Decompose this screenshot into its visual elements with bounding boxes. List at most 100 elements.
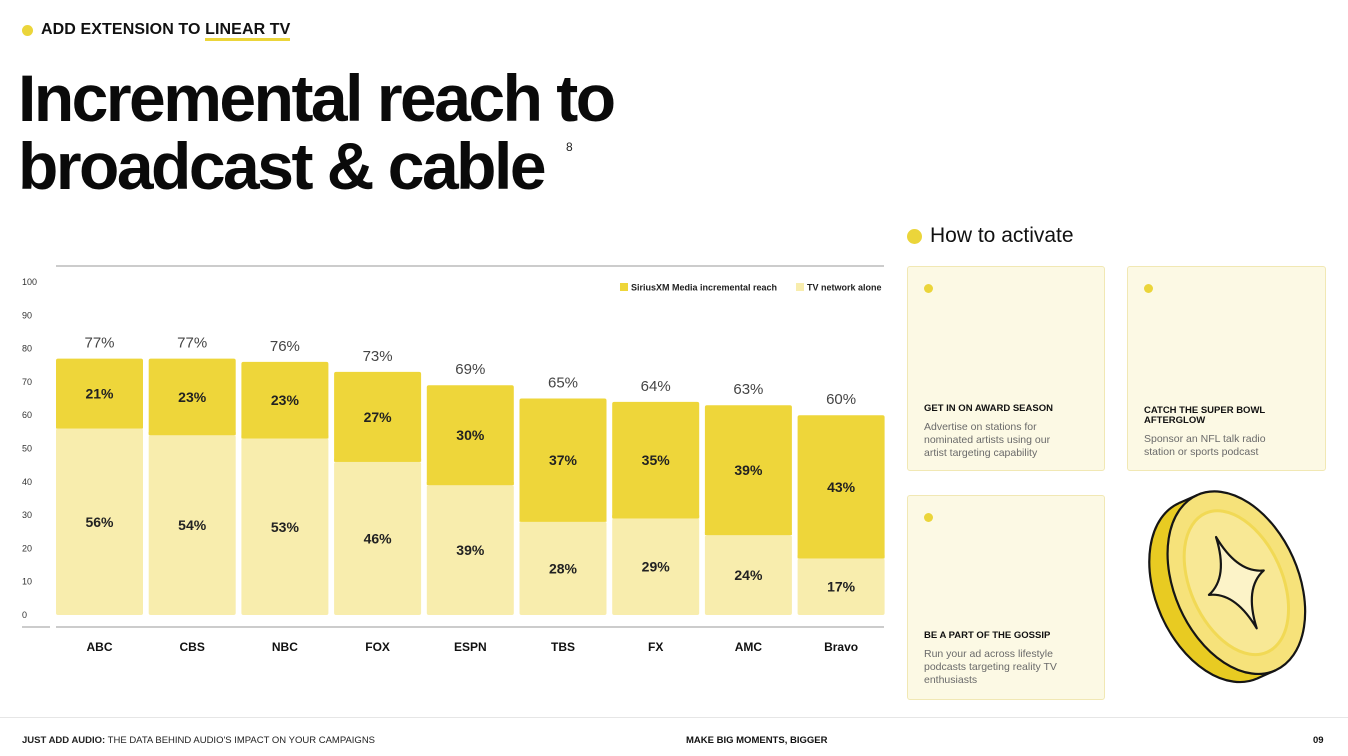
data-label-tv-network-alone: 53% [271,519,300,535]
kicker-text: ADD EXTENSION TO LINEAR TV [41,21,291,41]
card-title: BE A PART OF THE GOSSIP [924,630,1051,641]
y-tick-label: 0 [22,610,27,620]
activate-dot-icon [907,228,922,244]
bar-segment-incremental-reach [56,358,143,429]
bar-segment-incremental-reach [241,361,329,439]
bar-segment-incremental-reach-join [426,482,514,486]
bar-segment-incremental-reach-join [148,432,236,436]
data-label-tv-network-alone: 17% [827,579,856,595]
data-label-incremental-reach: 39% [734,462,763,478]
card-award-season: GET IN ON AWARD SEASON Advertise on stat… [907,266,1105,471]
section-kicker: ADD EXTENSION TO LINEAR TV [22,21,291,41]
bar-segment-incremental-reach [148,358,236,436]
bar-segment-incremental-reach [519,398,607,522]
y-tick-label: 10 [22,577,32,587]
total-label: 76% [270,338,300,355]
x-tick-label: Bravo [824,640,858,654]
y-tick-label: 90 [22,310,32,320]
total-label: 77% [84,335,114,352]
data-label-tv-network-alone: 54% [178,517,207,533]
card-super-bowl: CATCH THE SUPER BOWL AFTERGLOW Sponsor a… [1127,266,1326,471]
footer-divider [0,717,1348,718]
data-label-incremental-reach: 27% [364,409,393,425]
card-body-line: nominated artists using our [924,434,1051,446]
card-body-line: Sponsor an NFL talk radio [1144,433,1266,445]
total-label: 64% [641,378,671,395]
bar-segment-incremental-reach-join [612,515,700,519]
footnote-reference: 8 [566,140,573,154]
total-label: 63% [733,381,763,398]
x-tick-label: TBS [551,640,575,654]
data-label-incremental-reach: 35% [642,452,671,468]
card-title: GET IN ON AWARD SEASON [924,403,1053,414]
bar-segment-incremental-reach-join [334,458,422,462]
legend-label-incremental-reach: SiriusXM Media incremental reach [631,283,777,293]
data-label-tv-network-alone: 24% [734,567,763,583]
card-dot-icon [924,513,933,522]
data-label-tv-network-alone: 39% [456,542,485,558]
card-dot-icon [1144,284,1153,293]
data-label-tv-network-alone: 28% [549,560,578,576]
card-dot-icon [924,284,933,293]
y-tick-label: 100 [22,277,37,287]
data-label-incremental-reach: 30% [456,427,485,443]
card-body-line: artist targeting capability [924,447,1038,459]
footer-publication-rest: THE DATA BEHIND AUDIO'S IMPACT ON YOUR C… [105,735,376,746]
data-label-tv-network-alone: 46% [364,530,393,546]
bar-segment-tv-network-alone [519,521,607,615]
bar-segment-tv-network-alone [426,485,514,615]
y-tick-label: 30 [22,510,32,520]
bar-segment-incremental-reach-join [797,555,885,559]
footer-publication: JUST ADD AUDIO: THE DATA BEHIND AUDIO'S … [22,735,375,746]
y-tick-label: 80 [22,344,32,354]
bar-segment-incremental-reach [704,405,792,536]
x-tick-label: ABC [87,640,113,654]
footer-tagline: MAKE BIG MOMENTS, BIGGER [686,735,828,746]
y-tick-label: 50 [22,444,32,454]
total-label: 60% [826,391,856,408]
card-title: CATCH THE SUPER BOWL AFTERGLOW [1144,406,1265,426]
bar-segment-incremental-reach-join [56,425,143,429]
bar-segment-tv-network-alone [334,461,422,615]
card-body-line: station or sports podcast [1144,446,1259,458]
legend-swatch-tv-network-alone [796,283,804,291]
page-number: 09 [1313,735,1324,746]
data-label-incremental-reach: 21% [85,386,114,402]
title-line-2: broadcast & cable [18,129,547,203]
data-label-incremental-reach: 23% [271,392,300,408]
activate-heading: How to activate [907,224,1074,248]
y-tick-label: 40 [22,477,32,487]
card-title-line: CATCH THE SUPER BOWL [1144,405,1266,416]
card-body: Sponsor an NFL talk radio station or spo… [1144,433,1266,459]
data-label-incremental-reach: 43% [827,479,856,495]
card-body-line: enthusiasts [924,674,978,686]
bar-segment-tv-network-alone [612,518,700,615]
y-tick-label: 70 [22,377,32,387]
kicker-prefix: ADD EXTENSION TO [41,21,206,38]
x-tick-label: NBC [272,640,298,654]
x-tick-label: ESPN [454,640,487,654]
bar-segment-incremental-reach [426,385,514,486]
data-label-incremental-reach: 37% [549,452,578,468]
kicker-highlight: LINEAR TV [205,21,291,41]
card-body-line: Run your ad across lifestyle [924,648,1053,660]
y-tick-label: 60 [22,410,32,420]
total-label: 77% [177,335,207,352]
bar-segment-tv-network-alone [704,535,792,615]
bar-segment-incremental-reach-join [241,435,329,439]
title-line-1: Incremental reach to [18,61,616,135]
data-label-tv-network-alone: 56% [85,514,114,530]
bar-segment-incremental-reach [334,371,422,462]
bar-segment-tv-network-alone [797,558,885,615]
legend-swatch-incremental-reach [620,283,628,291]
card-gossip: BE A PART OF THE GOSSIP Run your ad acro… [907,495,1105,700]
data-label-incremental-reach: 23% [178,389,207,405]
card-body: Run your ad across lifestyle podcasts ta… [924,648,1057,687]
bar-segment-incremental-reach-join [519,518,607,522]
sparkle-coin-icon [1148,490,1307,684]
card-body-line: podcasts targeting reality TV [924,661,1057,673]
footer-publication-bold: JUST ADD AUDIO: [22,735,106,746]
kicker-dot-icon [22,24,33,36]
bar-segment-incremental-reach [612,401,700,519]
stacked-bar-chart: 0 10 20 30 40 50 60 70 80 90 100 56% 21% 77% ABC 54% 23%… [22,265,885,654]
